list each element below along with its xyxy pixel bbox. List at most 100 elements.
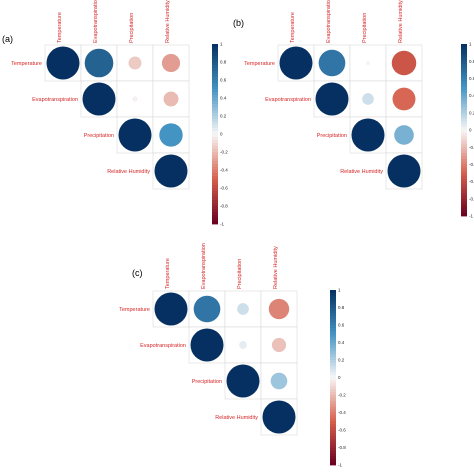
panel-b-colorbar-tick-label: -1 xyxy=(469,214,473,219)
panel-a-colorbar-segment xyxy=(212,200,218,204)
panel-a-colorbar-segment xyxy=(212,107,218,111)
panel-a-colorbar-segment xyxy=(212,44,218,48)
panel-c-col-label: Precipitation xyxy=(237,259,243,289)
panel-b-colorbar-tick-label: 0.8 xyxy=(469,59,474,64)
panel-a-colorbar-segment xyxy=(212,104,218,108)
panel-b-corr-circle-0-3 xyxy=(391,50,417,76)
panel-a-corr-circle-1-1 xyxy=(82,82,116,116)
panel-a-colorbar-tick-label: -0.6 xyxy=(220,186,228,191)
panel-b-colorbar-segment xyxy=(461,150,467,154)
panel-c-colorbar-segment xyxy=(330,365,336,370)
panel-c-colorbar-segment xyxy=(330,342,336,346)
panel-c-colorbar-segment xyxy=(330,459,336,463)
panel-c-colorbar-segment xyxy=(330,450,336,454)
panel-a-colorbar-segment xyxy=(212,197,218,201)
panel-c-colorbar-segment xyxy=(330,377,336,381)
panel-a-col-label: Precipitation xyxy=(129,13,135,43)
panel-b-colorbar-segment xyxy=(461,115,467,119)
panel-b-colorbar-segment xyxy=(461,58,467,62)
panel-a-colorbar-segment xyxy=(212,125,218,129)
panel-a-row-label: Precipitation xyxy=(84,133,114,139)
panel-b-colorbar-segment xyxy=(461,170,467,174)
panel-c-corr-circle-0-1 xyxy=(193,295,221,323)
panel-c-colorbar-segment xyxy=(330,403,336,408)
panel-c-corr-circle-1-1 xyxy=(190,328,224,362)
panel-c-colorbar-segment xyxy=(330,292,336,297)
panel-b-colorbar-segment xyxy=(461,92,467,96)
panel-a-colorbar-segment xyxy=(212,155,218,159)
panel-c-colorbar-segment xyxy=(330,357,336,361)
panel-c-colorbar-segment xyxy=(330,453,336,457)
panel-b-colorbar-segment xyxy=(461,204,467,208)
panel-b-colorbar-segment xyxy=(461,155,467,160)
panel-b-label: (b) xyxy=(233,18,244,28)
panel-c-colorbar-segment xyxy=(330,336,336,340)
panel-a-colorbar-segment xyxy=(212,92,218,96)
panel-b-colorbar-segment xyxy=(461,207,467,211)
panel-a-colorbar-tick-label: 0.2 xyxy=(220,114,227,119)
panel-c-colorbar-segment xyxy=(330,392,336,396)
panel-a-colorbar-segment xyxy=(212,152,218,156)
panel-c-colorbar-segment xyxy=(330,435,336,440)
panel-c-colorbar-segment xyxy=(330,412,336,416)
panel-b-row-label: Temperature xyxy=(244,61,275,67)
panel-c-colorbar-segment xyxy=(330,368,336,373)
panel-c-colorbar-tick-label: 0.6 xyxy=(338,323,345,328)
panel-b-colorbar-segment xyxy=(461,49,467,53)
panel-b-colorbar-segment xyxy=(461,69,467,74)
panel-a-colorbar-segment xyxy=(212,185,218,189)
panel-c-col-label: Relative Humidity xyxy=(273,246,279,289)
panel-a-colorbar-segment xyxy=(212,113,218,117)
panel-b-corr-circle-1-1 xyxy=(315,82,349,116)
panel-a-row-label: Temperature xyxy=(11,61,42,67)
panel-c-corr-circle-2-3 xyxy=(270,372,288,390)
panel-b-colorbar-segment xyxy=(461,175,467,180)
panel-c-col-label: Evapotranspiration xyxy=(201,243,207,289)
panel-b-colorbar-tick-label: -0.6 xyxy=(469,179,474,184)
panel-b-colorbar-segment xyxy=(461,158,467,162)
panel-c-label: (c) xyxy=(132,268,143,278)
panel-b-corr-circle-2-3 xyxy=(394,125,414,145)
panel-a-colorbar-segment xyxy=(212,215,218,219)
panel-c-colorbar-segment xyxy=(330,290,336,294)
panel-b-col-label: Temperature xyxy=(290,12,296,43)
panel-a-colorbar-segment xyxy=(212,167,218,171)
panel-a-colorbar-segment xyxy=(212,194,218,198)
panel-b-corr-circle-0-0 xyxy=(279,46,313,80)
panel-a-colorbar-segment xyxy=(212,65,218,69)
panel-a-colorbar-segment xyxy=(212,140,218,144)
panel-b-colorbar-segment xyxy=(461,152,467,157)
panel-a-colorbar-segment xyxy=(212,71,218,75)
panel-a-colorbar-tick-label: -1 xyxy=(220,222,224,227)
panel-b-colorbar-segment xyxy=(461,112,467,117)
panel-a-col-label: Relative Humidity xyxy=(165,0,171,43)
panel-a-colorbar-segment xyxy=(212,188,218,192)
panel-b-colorbar-tick-label: -0.4 xyxy=(469,162,474,167)
panel-c-colorbar-segment xyxy=(330,330,336,335)
panel-c-colorbar-tick-label: -0.6 xyxy=(338,428,346,433)
panel-a-colorbar-segment xyxy=(212,47,218,51)
panel-b-corr-circle-1-3 xyxy=(392,87,416,111)
panel-b-colorbar-segment xyxy=(461,173,467,177)
panel-b-corr-circle-2-2 xyxy=(351,118,385,152)
panel-b-colorbar-segment xyxy=(461,84,467,88)
panel-b-colorbar-segment xyxy=(461,55,467,59)
panel-c-colorbar-segment xyxy=(330,298,336,303)
panel-b-colorbar-segment xyxy=(461,178,467,182)
panel-c-colorbar-segment xyxy=(330,430,336,434)
panel-b-colorbar-segment xyxy=(461,61,467,65)
panel-b-colorbar-segment xyxy=(461,213,467,217)
panel-c-colorbar-segment xyxy=(330,395,336,399)
panel-b-colorbar-segment xyxy=(461,132,467,137)
panel-c-row-label: Relative Humidity xyxy=(215,415,258,421)
panel-a-colorbar-segment xyxy=(212,119,218,123)
panel-c-colorbar-segment xyxy=(330,400,336,405)
panel-c-colorbar-segment xyxy=(330,295,336,300)
panel-a-colorbar-segment xyxy=(212,161,218,165)
panel-c-colorbar-segment xyxy=(330,456,336,460)
panel-b-colorbar-segment xyxy=(461,75,467,79)
panel-c-colorbar-segment xyxy=(330,304,336,308)
panel-b-colorbar-tick-label: 0.6 xyxy=(469,76,474,81)
panel-a-corr-circle-0-1 xyxy=(84,48,114,78)
panel-c-col-label: Temperature xyxy=(165,258,171,289)
